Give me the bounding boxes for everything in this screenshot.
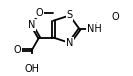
Text: OH: OH [24,64,39,74]
Text: O: O [14,45,21,55]
Text: O: O [112,12,119,22]
Text: N: N [66,38,73,48]
Text: S: S [66,10,73,20]
Text: NH: NH [87,24,101,34]
Text: N: N [28,20,36,30]
Text: O: O [35,8,43,18]
